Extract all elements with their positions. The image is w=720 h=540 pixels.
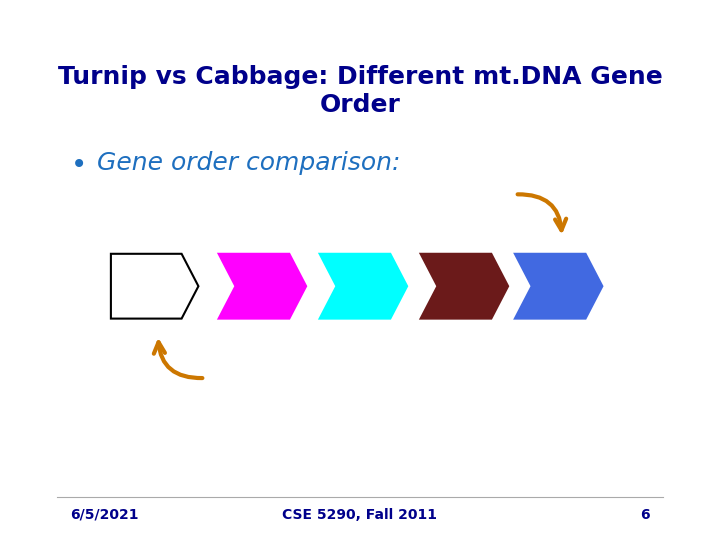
Text: CSE 5290, Fall 2011: CSE 5290, Fall 2011 (282, 508, 438, 522)
Text: Gene order comparison:: Gene order comparison: (97, 151, 401, 175)
Text: 6/5/2021: 6/5/2021 (71, 508, 139, 522)
Text: •: • (71, 151, 86, 179)
Polygon shape (111, 254, 199, 319)
Polygon shape (219, 254, 306, 319)
Polygon shape (420, 254, 508, 319)
Text: Turnip vs Cabbage: Different mt.DNA Gene
Order: Turnip vs Cabbage: Different mt.DNA Gene… (58, 65, 662, 117)
Polygon shape (515, 254, 603, 319)
Polygon shape (320, 254, 407, 319)
Text: 6: 6 (640, 508, 649, 522)
